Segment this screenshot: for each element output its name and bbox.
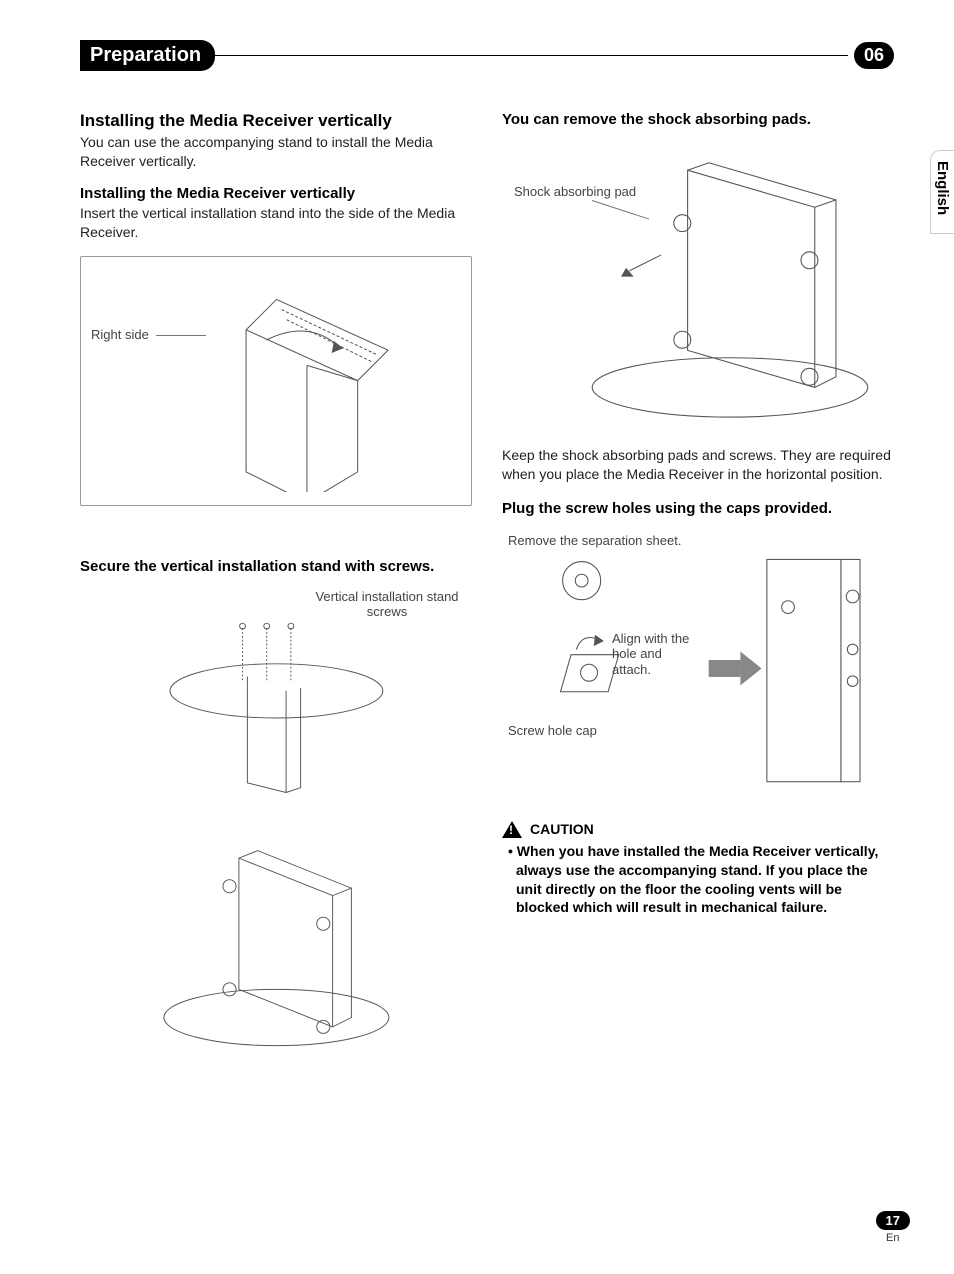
keep-pads-text: Keep the shock absorbing pads and screws… xyxy=(502,446,894,484)
left-column: Installing the Media Receiver vertically… xyxy=(80,111,472,1082)
left-step1-text: Insert the vertical installation stand i… xyxy=(80,204,472,242)
content-columns: Installing the Media Receiver vertically… xyxy=(80,111,894,1082)
language-tab: English xyxy=(930,150,954,234)
caution-text: • When you have installed the Media Rece… xyxy=(502,842,894,918)
figure-assembled-vertical xyxy=(80,818,472,1068)
caution-bullet: • xyxy=(508,843,517,859)
page-footer: 17 En xyxy=(876,1211,910,1244)
section-title: Preparation xyxy=(80,40,215,71)
header-rule xyxy=(215,55,848,56)
chapter-badge: 06 xyxy=(854,42,894,69)
illustration-secure-screws xyxy=(100,599,453,793)
warning-icon xyxy=(502,821,522,838)
caution-label: CAUTION xyxy=(530,821,594,837)
page-number: 17 xyxy=(876,1211,910,1230)
right-column: You can remove the shock absorbing pads. xyxy=(502,111,894,1082)
page-container: Preparation 06 English Installing the Me… xyxy=(0,0,954,1274)
figr2-label-top: Remove the separation sheet. xyxy=(508,533,681,549)
right-heading-2: Plug the screw holes using the caps prov… xyxy=(502,500,894,517)
fig1-label: Right side xyxy=(91,327,149,343)
footer-lang: En xyxy=(876,1232,910,1244)
section-header: Preparation 06 xyxy=(80,40,894,71)
illustration-assembled xyxy=(100,830,453,1055)
left-heading-1: Installing the Media Receiver vertically xyxy=(80,111,472,131)
left-heading-3: Secure the vertical installation stand w… xyxy=(80,558,472,575)
figr1-label: Shock absorbing pad xyxy=(514,184,636,200)
figure-secure-screws: Vertical installation stand screws xyxy=(80,589,472,804)
figure-insert-stand: Right side xyxy=(80,256,472,506)
figure-plug-caps: Remove the separation sheet. Align with … xyxy=(502,531,894,801)
caution-body: When you have installed the Media Receiv… xyxy=(516,843,878,916)
right-heading-1: You can remove the shock absorbing pads. xyxy=(502,111,894,128)
figure-remove-pads: Shock absorbing pad xyxy=(502,142,894,432)
fig2-label: Vertical installation stand screws xyxy=(312,589,462,620)
figr2-label-mid: Align with the hole and attach. xyxy=(612,631,702,678)
left-intro-text: You can use the accompanying stand to in… xyxy=(80,133,472,171)
illustration-insert-stand xyxy=(101,269,452,492)
figr2-label-bottom: Screw hole cap xyxy=(508,723,597,739)
caution-header: CAUTION xyxy=(502,821,894,838)
left-heading-2: Installing the Media Receiver vertically xyxy=(80,185,472,202)
